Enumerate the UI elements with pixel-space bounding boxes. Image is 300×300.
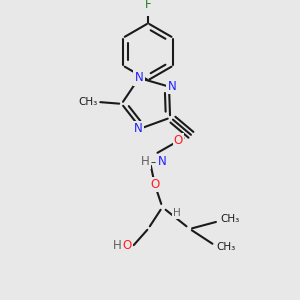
Text: CH₃: CH₃ [216,242,236,252]
Text: –: – [151,157,156,167]
Text: N: N [134,122,142,135]
Text: N: N [167,80,176,93]
Text: H: H [173,208,180,218]
Text: CH₃: CH₃ [79,97,98,107]
Text: CH₃: CH₃ [220,214,239,224]
Text: ·: · [121,239,124,253]
Text: O: O [174,134,183,147]
Text: N: N [135,71,143,85]
Text: N: N [158,155,166,168]
Text: H: H [141,155,150,168]
Text: O: O [123,239,132,253]
Text: O: O [150,178,159,191]
Text: H: H [113,239,122,253]
Text: F: F [145,0,152,11]
